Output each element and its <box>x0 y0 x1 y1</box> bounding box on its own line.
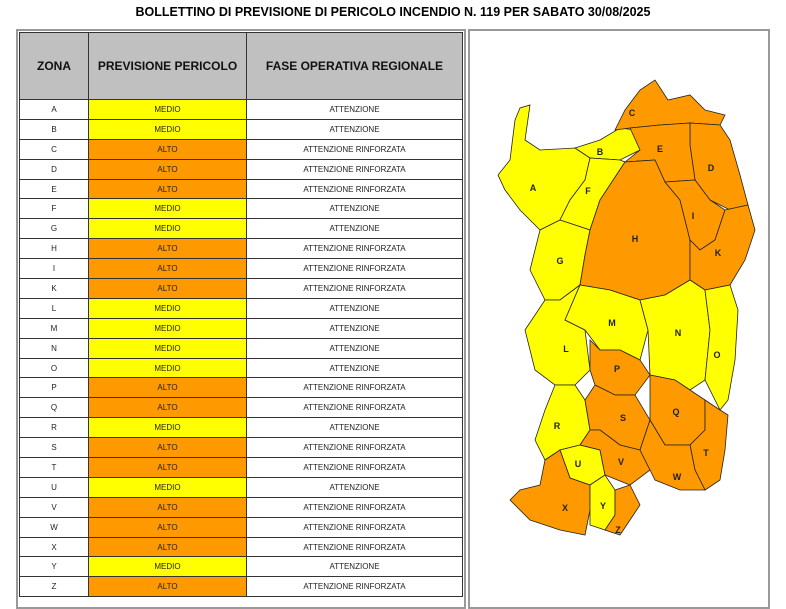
header-fase: FASE OPERATIVA REGIONALE <box>246 32 463 100</box>
table-row: A MEDIO ATTENZIONE <box>19 99 463 120</box>
table-row: H ALTO ATTENZIONE RINFORZATA <box>19 238 463 260</box>
map-zone-label: I <box>692 211 695 221</box>
map-zone-label: E <box>657 144 663 154</box>
forecast-table-container: ZONA PREVISIONE PERICOLO FASE OPERATIVA … <box>16 29 466 609</box>
bulletin-title: BOLLETTINO DI PREVISIONE DI PERICOLO INC… <box>135 5 651 19</box>
header-previsione: PREVISIONE PERICOLO <box>88 32 247 100</box>
map-zone-v <box>579 429 651 486</box>
danger-cell: MEDIO <box>88 198 247 220</box>
map-zone-label: X <box>562 503 568 513</box>
map-zone-label: Z <box>615 525 621 535</box>
map-zone-label: P <box>614 364 620 374</box>
forecast-table: ZONA PREVISIONE PERICOLO FASE OPERATIVA … <box>19 32 463 598</box>
header-zona: ZONA <box>19 32 89 100</box>
map-zone-label: N <box>675 328 682 338</box>
map-zone-label: C <box>629 108 636 118</box>
map-zone-label: W <box>673 472 682 482</box>
danger-cell: ALTO <box>88 397 247 419</box>
map-zone-label: S <box>620 413 626 423</box>
table-row: B MEDIO ATTENZIONE <box>19 118 463 140</box>
table-row: C ALTO ATTENZIONE RINFORZATA <box>19 138 463 160</box>
map-zone-c <box>614 79 726 131</box>
danger-cell: ALTO <box>88 158 247 180</box>
map-zone-label: V <box>618 457 624 467</box>
danger-cell: MEDIO <box>88 337 247 359</box>
map-zone-label: F <box>585 186 591 196</box>
map-zone-label: K <box>715 248 722 258</box>
map-zone-label: H <box>632 234 639 244</box>
danger-cell: ALTO <box>88 178 247 200</box>
map-zone-label: T <box>703 448 709 458</box>
danger-cell: MEDIO <box>88 476 247 498</box>
danger-cell: MEDIO <box>88 417 247 439</box>
danger-cell: ALTO <box>88 377 247 399</box>
map-zone-label: L <box>563 344 569 354</box>
table-row: P ALTO ATTENZIONE RINFORZATA <box>19 377 463 399</box>
map-zone-label: B <box>597 147 604 157</box>
map-zone-label: Q <box>672 407 679 417</box>
map-zone-z <box>604 484 641 536</box>
table-row: L MEDIO ATTENZIONE <box>19 297 463 319</box>
map-zone-o <box>704 284 739 411</box>
map-zone-p <box>589 339 651 396</box>
map-zone-label: U <box>575 459 582 469</box>
table-row: V ALTO ATTENZIONE RINFORZATA <box>19 496 463 518</box>
map-zone-label: A <box>530 183 537 193</box>
map-zone-x <box>509 449 591 536</box>
map-zone-label: R <box>554 421 561 431</box>
danger-cell: ALTO <box>88 536 247 558</box>
map-zone-t <box>689 399 729 491</box>
table-row: Z ALTO ATTENZIONE RINFORZATA <box>19 576 463 598</box>
map-zone-label: O <box>713 350 720 360</box>
danger-cell: MEDIO <box>88 218 247 240</box>
map-zone-w <box>639 419 706 491</box>
map-zone-label: Y <box>600 501 606 511</box>
table-header-row: ZONA PREVISIONE PERICOLO FASE OPERATIVA … <box>19 32 463 100</box>
map-zone-label: M <box>608 318 616 328</box>
map-zone-label: G <box>556 256 563 266</box>
table-row: D ALTO ATTENZIONE RINFORZATA <box>19 158 463 180</box>
phase-cell: ATTENZIONE RINFORZATA <box>246 576 463 598</box>
map-zone-label: D <box>708 163 715 173</box>
table-row: X ALTO ATTENZIONE RINFORZATA <box>19 536 463 558</box>
danger-cell: ALTO <box>88 576 247 598</box>
table-row: E ALTO ATTENZIONE RINFORZATA <box>19 178 463 200</box>
table-row: M MEDIO ATTENZIONE <box>19 317 463 339</box>
table-row: G MEDIO ATTENZIONE <box>19 218 463 240</box>
danger-cell: ALTO <box>88 238 247 260</box>
danger-cell: MEDIO <box>88 99 247 120</box>
danger-cell: ALTO <box>88 138 247 160</box>
table-row: F MEDIO ATTENZIONE <box>19 198 463 220</box>
danger-cell: MEDIO <box>88 317 247 339</box>
